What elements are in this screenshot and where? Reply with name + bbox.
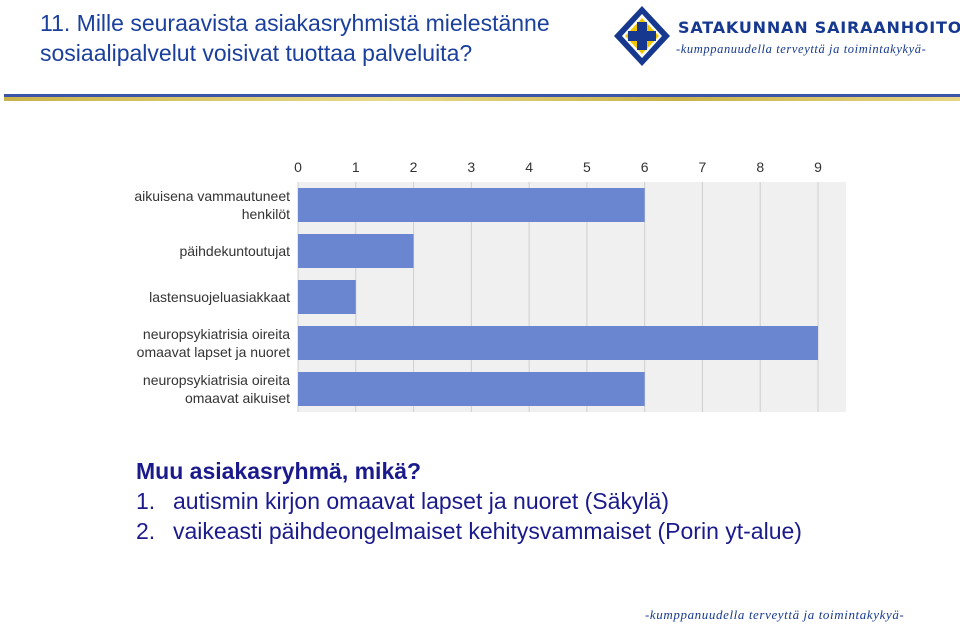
other-group-notes: Muu asiakasryhmä, mikä? 1. autismin kirj… (136, 456, 853, 546)
x-tick-label: 8 (756, 159, 764, 175)
logo-name: SATAKUNNAN SAIRAANHOITOPIIRI (678, 18, 960, 37)
slide-title: 11. Mille seuraavista asiakasryhmistä mi… (40, 8, 600, 68)
footer-slogan: -kumppanuudella terveyttä ja toimintakyk… (645, 607, 905, 622)
category-label: lastensuojeluasiakkaat (149, 289, 290, 305)
header-rule-accent (4, 97, 960, 101)
header-rule (4, 94, 960, 97)
bar (298, 326, 818, 360)
x-tick-label: 1 (352, 159, 360, 175)
bar-chart: 0 1 2 3 4 5 6 7 8 9 aikuisena vammautuneet henkilöt… (134, 159, 846, 412)
slide-title-line-2: sosiaalipalvelut voisivat tuottaa palvel… (40, 40, 473, 66)
note-item: 1. autismin kirjon omaavat lapset ja nuo… (136, 486, 853, 516)
x-tick-label: 3 (467, 159, 475, 175)
category-label: omaavat lapset ja nuoret (137, 344, 290, 360)
category-label: omaavat aikuiset (185, 390, 290, 406)
x-tick-label: 0 (294, 159, 302, 175)
x-tick-label: 2 (410, 159, 418, 175)
note-item: 2. vaikeasti päihdeongelmaiset kehitysva… (136, 516, 853, 546)
organization-logo: SATAKUNNAN SAIRAANHOITOPIIRI -kumppanuud… (612, 4, 960, 68)
category-label: neuropsykiatrisia oireita (143, 326, 290, 342)
category-label: päihdekuntoutujat (179, 243, 290, 259)
category-label: henkilöt (242, 206, 290, 222)
x-tick-label: 4 (525, 159, 533, 175)
category-label: neuropsykiatrisia oireita (143, 372, 290, 388)
x-tick-label: 7 (699, 159, 707, 175)
x-tick-label: 9 (814, 159, 822, 175)
note-number: 1. (136, 488, 156, 514)
bar (298, 372, 645, 406)
bar (298, 280, 356, 314)
notes-heading: Muu asiakasryhmä, mikä? (136, 458, 422, 484)
logo-emblem-icon (614, 6, 670, 66)
note-text: vaikeasti päihdeongelmaiset kehitysvamma… (173, 518, 802, 544)
x-tick-label: 6 (641, 159, 649, 175)
note-text: autismin kirjon omaavat lapset ja nuoret… (173, 488, 670, 514)
x-tick-label: 5 (583, 159, 591, 175)
note-number: 2. (136, 518, 156, 544)
bar (298, 188, 645, 222)
logo-slogan: -kumppanuudella terveyttä ja toimintakyk… (676, 42, 927, 56)
category-label: aikuisena vammautuneet (134, 188, 290, 204)
slide-title-line-1: 11. Mille seuraavista asiakasryhmistä mi… (40, 10, 550, 36)
bar (298, 234, 414, 268)
